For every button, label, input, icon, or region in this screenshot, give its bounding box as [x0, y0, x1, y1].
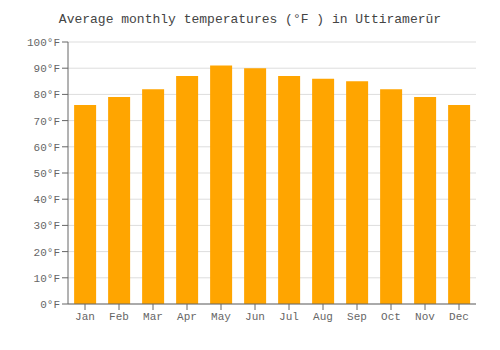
svg-text:Sep: Sep	[347, 311, 367, 323]
svg-text:70°F: 70°F	[34, 116, 60, 128]
svg-text:0°F: 0°F	[40, 299, 60, 311]
svg-text:Feb: Feb	[109, 311, 129, 323]
svg-text:40°F: 40°F	[34, 194, 60, 206]
svg-text:20°F: 20°F	[34, 247, 60, 259]
svg-text:50°F: 50°F	[34, 168, 60, 180]
svg-text:Aug: Aug	[313, 311, 333, 323]
svg-text:Mar: Mar	[143, 311, 163, 323]
svg-text:Jul: Jul	[279, 311, 299, 323]
svg-text:80°F: 80°F	[34, 89, 60, 101]
svg-text:Jun: Jun	[245, 311, 265, 323]
svg-text:Dec: Dec	[449, 311, 469, 323]
svg-text:10°F: 10°F	[34, 273, 60, 285]
svg-text:90°F: 90°F	[34, 63, 60, 75]
svg-text:Jan: Jan	[75, 311, 95, 323]
svg-text:100°F: 100°F	[27, 37, 60, 49]
svg-text:30°F: 30°F	[34, 220, 60, 232]
svg-text:Nov: Nov	[415, 311, 435, 323]
svg-text:60°F: 60°F	[34, 142, 60, 154]
html-text:Average monthly temperatures (: Average monthly temperatures (°F ) in Ut…	[58, 12, 442, 27]
svg-text:Oct: Oct	[381, 311, 401, 323]
svg-text:Apr: Apr	[177, 311, 197, 323]
svg-text:May: May	[211, 311, 231, 323]
